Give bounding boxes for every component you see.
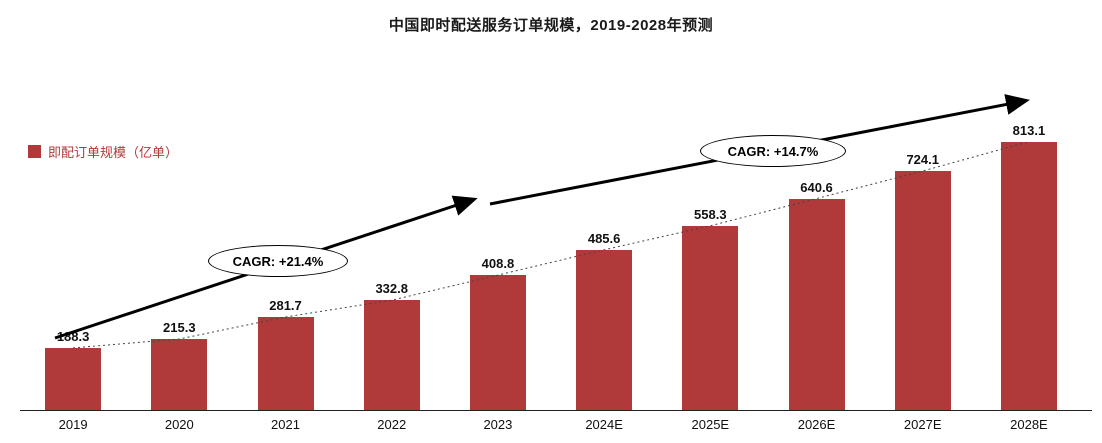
bar <box>894 171 951 410</box>
x-axis-tick-label: 2020 <box>164 417 194 432</box>
bars-row: 188.3 215.3 281.7 332.8 408.8 485.6 558.3 640.6… <box>20 110 1082 410</box>
bar <box>257 317 314 410</box>
bar-value-label: 215.3 <box>163 320 196 335</box>
bar-value-label: 281.7 <box>269 298 302 313</box>
bar <box>363 300 420 410</box>
bar-value-label: 188.3 <box>56 329 90 344</box>
bar-value-label: 813.1 <box>1012 123 1046 138</box>
x-axis-tick-label: 2028E <box>1010 417 1048 432</box>
bar-slot: 188.3 <box>20 110 126 410</box>
cagr-right-label: CAGR: +14.7% <box>727 143 819 159</box>
legend-swatch-icon <box>28 145 41 158</box>
bar <box>788 199 845 410</box>
bar-slot: 332.8 <box>339 110 445 410</box>
bar-slot: 813.1 <box>976 110 1082 410</box>
bar <box>469 275 526 410</box>
bar <box>682 226 739 410</box>
x-axis-line <box>20 410 1092 411</box>
bar-value-label: 724.1 <box>906 152 939 167</box>
cagr-left-label: CAGR: +21.4% <box>232 253 324 269</box>
bar-slot: 485.6 <box>551 110 657 410</box>
x-axis-labels: 2019 2020 2021 2022 2023 2024E 2025E 2026E 2027E… <box>20 417 1082 432</box>
cagr-bubble-left: CAGR: +21.4% <box>208 245 348 277</box>
bar-slot: 724.1 <box>870 110 976 410</box>
bar-slot: 408.8 <box>445 110 551 410</box>
x-axis-tick-label: 2027E <box>903 417 942 432</box>
bar <box>151 339 208 410</box>
bar <box>1000 142 1057 410</box>
x-axis-tick-label: 2022 <box>377 417 407 432</box>
bar-value-label: 485.6 <box>587 231 621 246</box>
bar-value-label: 332.8 <box>375 281 408 296</box>
bar <box>576 250 633 410</box>
x-axis-tick-label: 2019 <box>58 417 88 432</box>
chart-title: 中国即时配送服务订单规模，2019-2028年预测 <box>388 17 714 34</box>
x-axis-tick-label: 2021 <box>271 417 300 432</box>
bar-value-label: 408.8 <box>481 256 515 271</box>
cagr-bubble-right: CAGR: +14.7% <box>700 135 846 167</box>
x-axis-tick-label: 2024E <box>585 417 623 432</box>
bar-value-label: 640.6 <box>800 180 833 195</box>
bar <box>45 348 102 410</box>
x-axis-tick-label: 2026E <box>797 417 836 432</box>
bar-value-label: 558.3 <box>694 207 727 222</box>
x-axis-tick-label: 2025E <box>691 417 730 432</box>
x-axis-tick-label: 2023 <box>483 417 513 432</box>
